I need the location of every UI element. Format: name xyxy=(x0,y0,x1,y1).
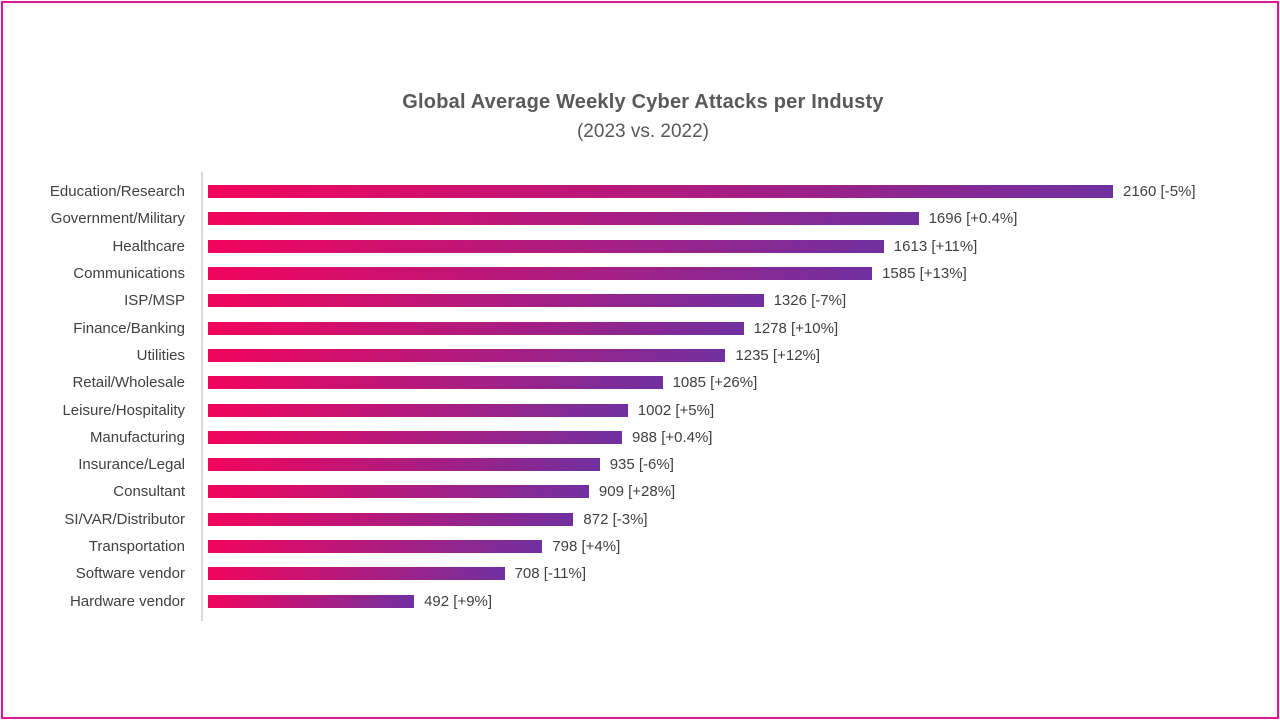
value-label: 2160 [-5%] xyxy=(1123,183,1196,201)
bar xyxy=(208,512,574,526)
chart-row: Utilities 1235 [+12%] xyxy=(3,342,1280,369)
value-label: 1326 [-7%] xyxy=(773,292,847,310)
bar xyxy=(208,458,600,472)
category-label: Hardware vendor xyxy=(69,592,185,610)
category-label: Education/Research xyxy=(49,183,185,201)
chart-row: Communications 1585 [+13%] xyxy=(3,260,1280,287)
category-label: ISP/MSP xyxy=(124,292,185,310)
bar xyxy=(208,294,764,308)
value-label: 1085 [+26%] xyxy=(672,374,758,392)
chart-row: ISP/MSP 1326 [-7%] xyxy=(3,287,1280,314)
chart-row: Transportation 798 [+4%] xyxy=(3,533,1280,560)
bar xyxy=(208,485,589,499)
chart-row: Software vendor 708 [-11%] xyxy=(3,560,1280,587)
bar xyxy=(208,267,873,281)
bar xyxy=(208,239,884,253)
value-label: 1613 [+11%] xyxy=(893,237,978,255)
category-label: SI/VAR/Distributor xyxy=(64,510,185,528)
chart-row: Consultant 909 [+28%] xyxy=(3,478,1280,505)
value-label: 1696 [+0.4%] xyxy=(928,210,1018,228)
chart-row: Healthcare 1613 [+11%] xyxy=(3,233,1280,260)
bar xyxy=(208,567,505,581)
chart-row: Hardware vendor 492 [+9%] xyxy=(3,587,1280,614)
chart-title-block: Global Average Weekly Cyber Attacks per … xyxy=(3,91,1280,143)
chart-title: Global Average Weekly Cyber Attacks per … xyxy=(402,91,884,113)
value-label: 988 [+0.4%] xyxy=(632,428,713,446)
category-label: Insurance/Legal xyxy=(78,456,185,474)
bar xyxy=(208,321,744,335)
bar xyxy=(208,185,1113,199)
value-label: 1585 [+13%] xyxy=(882,265,967,283)
chart-rows: Education/Research 2160 [-5%] Government/M… xyxy=(3,178,1280,615)
category-label: Communications xyxy=(73,265,185,283)
category-label: Utilities xyxy=(136,346,185,364)
category-label: Leisure/Hospitality xyxy=(62,401,185,419)
y-axis-line xyxy=(201,172,203,621)
category-label: Finance/Banking xyxy=(73,319,185,337)
category-label: Healthcare xyxy=(112,237,185,255)
value-label: 708 [-11%] xyxy=(514,565,587,583)
value-label: 1002 [+5%] xyxy=(637,401,715,419)
chart-row: Leisure/Hospitality 1002 [+5%] xyxy=(3,396,1280,423)
chart-row: Education/Research 2160 [-5%] xyxy=(3,178,1280,205)
chart-row: Finance/Banking 1278 [+10%] xyxy=(3,314,1280,341)
bar xyxy=(208,430,622,444)
value-label: 1278 [+10%] xyxy=(753,319,839,337)
value-label: 492 [+9%] xyxy=(424,592,493,610)
category-label: Transportation xyxy=(88,538,185,555)
chart-subtitle: (2023 vs. 2022) xyxy=(576,121,710,142)
bar xyxy=(208,594,415,608)
category-label: Retail/Wholesale xyxy=(72,374,185,392)
bar xyxy=(208,540,543,553)
category-label: Manufacturing xyxy=(89,428,185,446)
chart-row: Manufacturing 988 [+0.4%] xyxy=(3,424,1280,451)
value-label: 872 [-3%] xyxy=(583,510,648,528)
category-label: Consultant xyxy=(113,483,185,501)
bar-chart: Education/Research 2160 [-5%] Government/M… xyxy=(3,172,1280,621)
category-label: Government/Military xyxy=(50,210,185,228)
value-label: 909 [+28%] xyxy=(598,483,676,501)
chart-row: Retail/Wholesale 1085 [+26%] xyxy=(3,369,1280,396)
chart-row: Insurance/Legal 935 [-6%] xyxy=(3,451,1280,478)
bar xyxy=(208,376,663,390)
chart-row: SI/VAR/Distributor 872 [-3%] xyxy=(3,506,1280,533)
value-label: 935 [-6%] xyxy=(609,456,674,474)
bar xyxy=(208,403,628,417)
bar xyxy=(208,212,919,226)
value-label: 1235 [+12%] xyxy=(735,346,821,364)
bar xyxy=(208,348,726,362)
value-label: 798 [+4%] xyxy=(552,538,621,555)
chart-row: Government/Military 1696 [+0.4%] xyxy=(3,205,1280,232)
category-label: Software vendor xyxy=(75,565,185,583)
